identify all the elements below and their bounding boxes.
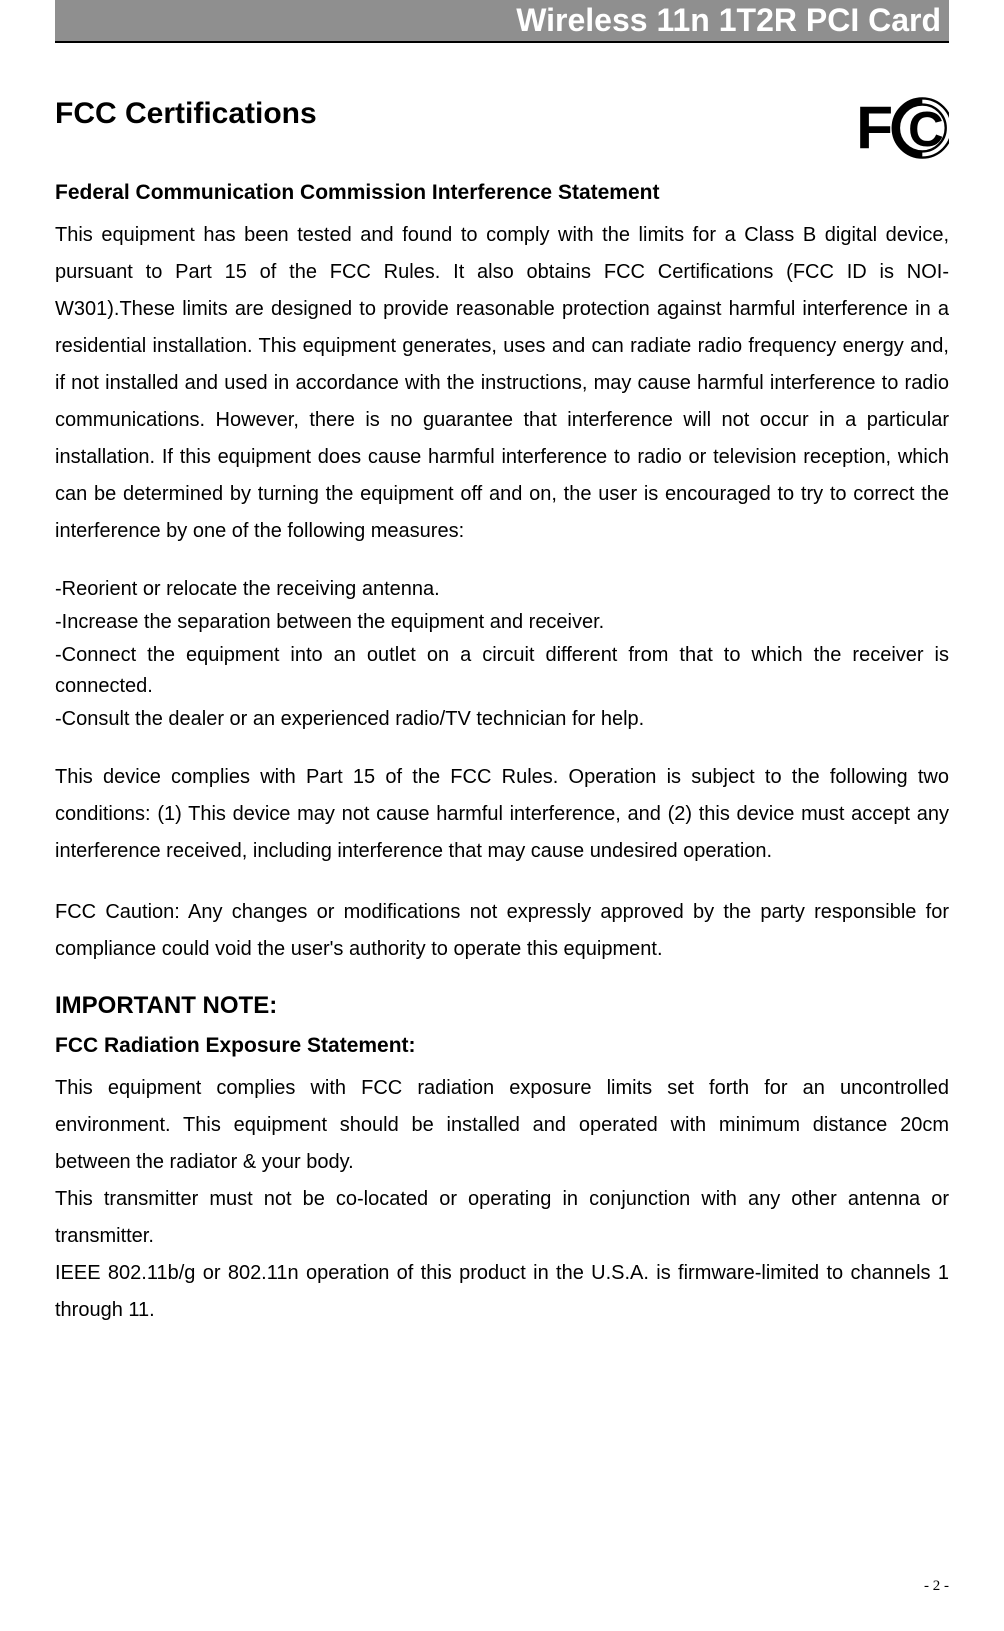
paragraph-ieee: IEEE 802.11b/g or 802.11n operation of t… bbox=[55, 1255, 949, 1329]
page-number: - 2 - bbox=[924, 1578, 949, 1595]
main-title: FCC Certifications bbox=[55, 97, 317, 131]
header-banner: Wireless 11n 1T2R PCI Card bbox=[55, 0, 949, 43]
paragraph-transmitter: This transmitter must not be co-located … bbox=[55, 1181, 949, 1255]
paragraph-intro: This equipment has been tested and found… bbox=[55, 217, 949, 550]
measure-item: -Reorient or relocate the receiving ante… bbox=[55, 574, 949, 605]
measure-item: -Consult the dealer or an experienced ra… bbox=[55, 704, 949, 735]
title-row: FCC Certifications F C bbox=[55, 93, 949, 163]
svg-text:C: C bbox=[908, 102, 944, 157]
svg-text:F: F bbox=[856, 93, 893, 161]
measures-list: -Reorient or relocate the receiving ante… bbox=[55, 574, 949, 735]
important-note-title: IMPORTANT NOTE: bbox=[55, 992, 949, 1020]
subheading-fcc-statement: Federal Communication Commission Interfe… bbox=[55, 181, 949, 205]
fcc-logo-icon: F C bbox=[854, 93, 949, 163]
paragraph-caution: FCC Caution: Any changes or modification… bbox=[55, 894, 949, 968]
document-page: Wireless 11n 1T2R PCI Card FCC Certifica… bbox=[0, 0, 1004, 1631]
paragraph-radiation: This equipment complies with FCC radiati… bbox=[55, 1070, 949, 1181]
measure-item: -Connect the equipment into an outlet on… bbox=[55, 640, 949, 702]
subheading-radiation: FCC Radiation Exposure Statement: bbox=[55, 1034, 949, 1058]
measure-item: -Increase the separation between the equ… bbox=[55, 607, 949, 638]
header-title: Wireless 11n 1T2R PCI Card bbox=[516, 2, 941, 38]
paragraph-compliance: This device complies with Part 15 of the… bbox=[55, 759, 949, 870]
